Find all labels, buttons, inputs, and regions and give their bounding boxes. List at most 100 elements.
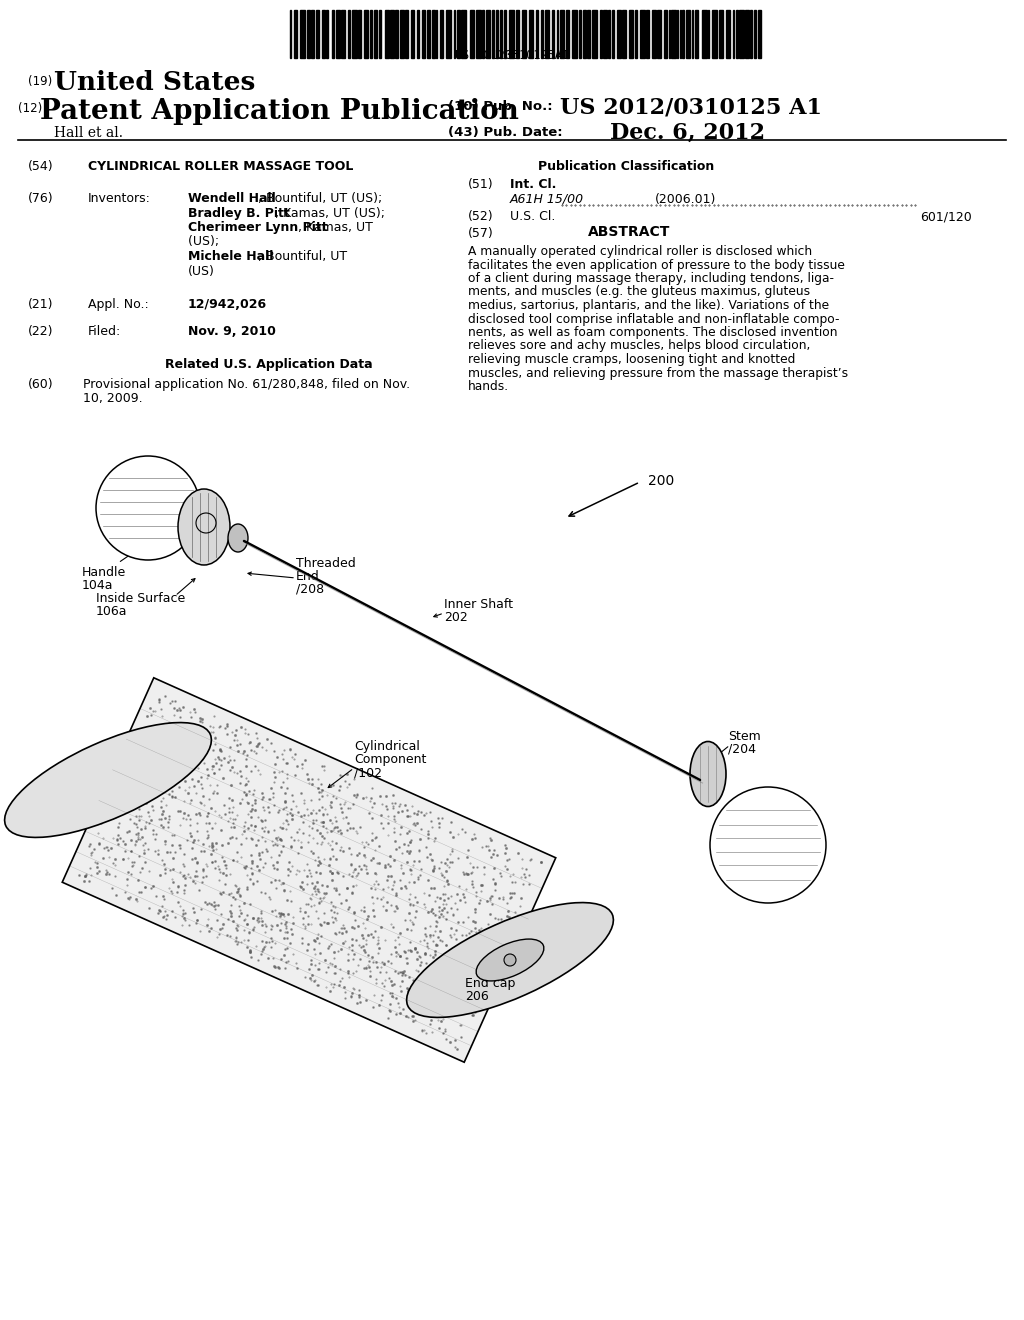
Bar bbox=[680, 11, 681, 58]
Ellipse shape bbox=[228, 524, 248, 552]
Text: ments, and muscles (e.g. the gluteus maximus, gluteus: ments, and muscles (e.g. the gluteus max… bbox=[468, 285, 810, 298]
Text: (US): (US) bbox=[188, 264, 215, 277]
Bar bbox=[657, 11, 662, 58]
Text: Filed:: Filed: bbox=[88, 325, 121, 338]
Text: ABSTRACT: ABSTRACT bbox=[588, 224, 671, 239]
Bar bbox=[470, 11, 474, 58]
Text: (US);: (US); bbox=[188, 235, 223, 248]
Bar bbox=[379, 11, 382, 58]
Bar bbox=[646, 11, 649, 58]
Bar bbox=[496, 11, 498, 58]
Bar bbox=[385, 11, 389, 58]
Text: Threaded: Threaded bbox=[296, 557, 355, 570]
Bar bbox=[341, 11, 345, 58]
Text: A manually operated cylindrical roller is disclosed which: A manually operated cylindrical roller i… bbox=[468, 246, 812, 257]
Text: 106a: 106a bbox=[96, 605, 128, 618]
Text: A61H 15/00: A61H 15/00 bbox=[510, 193, 584, 206]
Text: , Kamas, UT: , Kamas, UT bbox=[298, 220, 373, 234]
Bar bbox=[436, 11, 437, 58]
Bar bbox=[750, 11, 753, 58]
Text: (12): (12) bbox=[18, 102, 42, 115]
Bar bbox=[600, 11, 601, 58]
Bar bbox=[332, 11, 334, 58]
Bar bbox=[352, 11, 357, 58]
Text: Inner Shaft: Inner Shaft bbox=[444, 598, 513, 611]
Bar bbox=[572, 11, 577, 58]
Bar bbox=[672, 11, 676, 58]
Text: (60): (60) bbox=[28, 378, 53, 391]
Text: Michele Hall: Michele Hall bbox=[188, 249, 273, 263]
Bar bbox=[370, 11, 372, 58]
Ellipse shape bbox=[476, 939, 544, 981]
Ellipse shape bbox=[690, 742, 726, 807]
Text: 202: 202 bbox=[444, 611, 468, 624]
Text: (54): (54) bbox=[28, 160, 53, 173]
Bar bbox=[521, 11, 526, 58]
Bar bbox=[537, 11, 538, 58]
Text: nents, as well as foam components. The disclosed invention: nents, as well as foam components. The d… bbox=[468, 326, 838, 339]
Bar bbox=[311, 11, 313, 58]
Ellipse shape bbox=[407, 903, 613, 1018]
Bar bbox=[454, 11, 455, 58]
Text: 12/942,026: 12/942,026 bbox=[188, 298, 267, 312]
Text: hands.: hands. bbox=[468, 380, 509, 393]
Text: Provisional application No. 61/280,848, filed on Nov.: Provisional application No. 61/280,848, … bbox=[83, 378, 411, 391]
Text: 104a: 104a bbox=[82, 579, 114, 591]
Bar bbox=[623, 11, 626, 58]
Bar bbox=[701, 11, 707, 58]
Bar bbox=[315, 11, 319, 58]
Text: /102: /102 bbox=[354, 766, 382, 779]
Text: End: End bbox=[296, 570, 319, 583]
Bar bbox=[395, 11, 398, 58]
Text: Stem: Stem bbox=[728, 730, 761, 743]
Bar bbox=[580, 11, 581, 58]
Bar bbox=[566, 11, 569, 58]
Bar bbox=[635, 11, 637, 58]
Text: United States: United States bbox=[54, 70, 255, 95]
Bar bbox=[493, 11, 494, 58]
Text: (22): (22) bbox=[28, 325, 53, 338]
Text: Inside Surface: Inside Surface bbox=[96, 591, 185, 605]
Text: 206: 206 bbox=[465, 990, 488, 1003]
Bar bbox=[440, 11, 443, 58]
Bar bbox=[744, 11, 749, 58]
Text: 104b: 104b bbox=[728, 843, 760, 855]
Text: US 2012/0310125 A1: US 2012/0310125 A1 bbox=[560, 96, 822, 119]
Bar bbox=[422, 11, 425, 58]
Bar bbox=[528, 11, 534, 58]
Text: Component: Component bbox=[354, 752, 426, 766]
Bar bbox=[358, 11, 361, 58]
Bar bbox=[290, 11, 292, 58]
Text: Inventors:: Inventors: bbox=[88, 191, 151, 205]
Text: 601/120: 601/120 bbox=[920, 210, 972, 223]
Ellipse shape bbox=[178, 488, 230, 565]
Text: , Bountiful, UT: , Bountiful, UT bbox=[258, 249, 347, 263]
Circle shape bbox=[710, 787, 826, 903]
Bar bbox=[739, 11, 744, 58]
Bar bbox=[417, 11, 419, 58]
Bar bbox=[504, 11, 507, 58]
Text: Wendell Hall: Wendell Hall bbox=[188, 191, 275, 205]
Bar bbox=[686, 11, 689, 58]
Bar bbox=[516, 11, 519, 58]
Text: Bradley B. Pitt: Bradley B. Pitt bbox=[188, 206, 290, 219]
Bar bbox=[691, 11, 693, 58]
Ellipse shape bbox=[4, 722, 211, 837]
Bar bbox=[500, 11, 502, 58]
Bar bbox=[629, 11, 634, 58]
Bar bbox=[719, 11, 723, 58]
Text: Publication Classification: Publication Classification bbox=[538, 160, 715, 173]
Bar bbox=[374, 11, 377, 58]
Bar bbox=[307, 11, 310, 58]
Text: US 20120310125A1: US 20120310125A1 bbox=[455, 49, 569, 62]
Text: relieving muscle cramps, loosening tight and knotted: relieving muscle cramps, loosening tight… bbox=[468, 352, 796, 366]
Bar bbox=[709, 11, 710, 58]
Bar bbox=[640, 11, 645, 58]
Text: muscles, and relieving pressure from the massage therapist’s: muscles, and relieving pressure from the… bbox=[468, 367, 848, 380]
Bar bbox=[427, 11, 430, 58]
Text: (19): (19) bbox=[28, 75, 52, 88]
Text: (21): (21) bbox=[28, 298, 53, 312]
Bar bbox=[336, 11, 340, 58]
Text: facilitates the even application of pressure to the body tissue: facilitates the even application of pres… bbox=[468, 259, 845, 272]
Text: /204: /204 bbox=[728, 743, 756, 756]
